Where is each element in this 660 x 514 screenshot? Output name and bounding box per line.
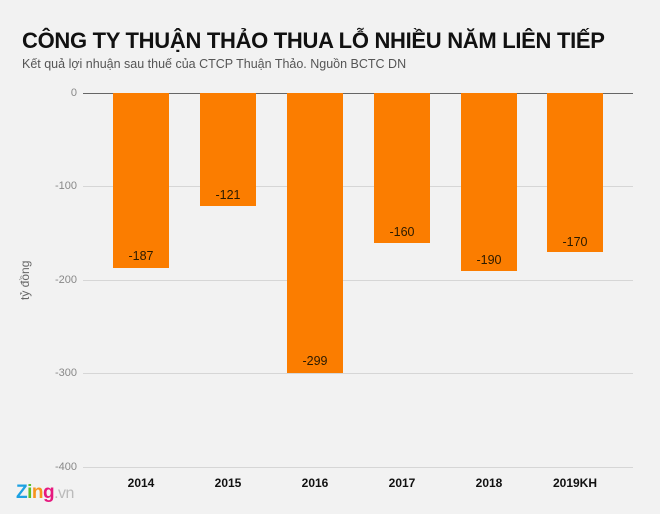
xtick: 2019KH (552, 476, 598, 490)
xtick: 2015 (214, 476, 242, 490)
chart-subtitle: Kết quả lợi nhuận sau thuế của CTCP Thuậ… (22, 57, 407, 71)
bar-label: -299 (302, 354, 328, 368)
bar-2017 (374, 93, 430, 243)
gridline-minus200 (83, 280, 633, 281)
gridline-0 (83, 93, 633, 94)
ytick: -300 (54, 367, 77, 379)
bar-2016 (287, 93, 343, 373)
chart-title: CÔNG TY THUẬN THẢO THUA LỖ NHIỀU NĂM LIÊ… (22, 28, 605, 53)
ytick: -100 (54, 180, 77, 192)
bar-2019kh (547, 93, 603, 252)
bar-2018 (461, 93, 517, 271)
ytick: 0 (70, 87, 77, 99)
xtick: 2018 (475, 476, 503, 490)
zing-logo: Zing.vn (16, 482, 74, 503)
bar-2015 (200, 93, 256, 206)
gridline-minus100 (83, 186, 633, 187)
ytick: -200 (54, 274, 77, 286)
bar-label: -187 (128, 249, 154, 263)
y-axis-label: tỷ đồng (18, 260, 32, 300)
bar-label: -190 (476, 253, 502, 267)
logo-suffix: .vn (54, 485, 74, 502)
xtick: 2014 (127, 476, 155, 490)
bar-2014 (113, 93, 169, 268)
xtick: 2017 (388, 476, 416, 490)
gridline-minus400 (83, 467, 633, 468)
ytick: -400 (54, 461, 77, 473)
bar-label: -160 (389, 225, 415, 239)
gridline-minus300 (83, 373, 633, 374)
xtick: 2016 (301, 476, 329, 490)
bar-label: -170 (562, 235, 588, 249)
bar-label: -121 (215, 188, 241, 202)
